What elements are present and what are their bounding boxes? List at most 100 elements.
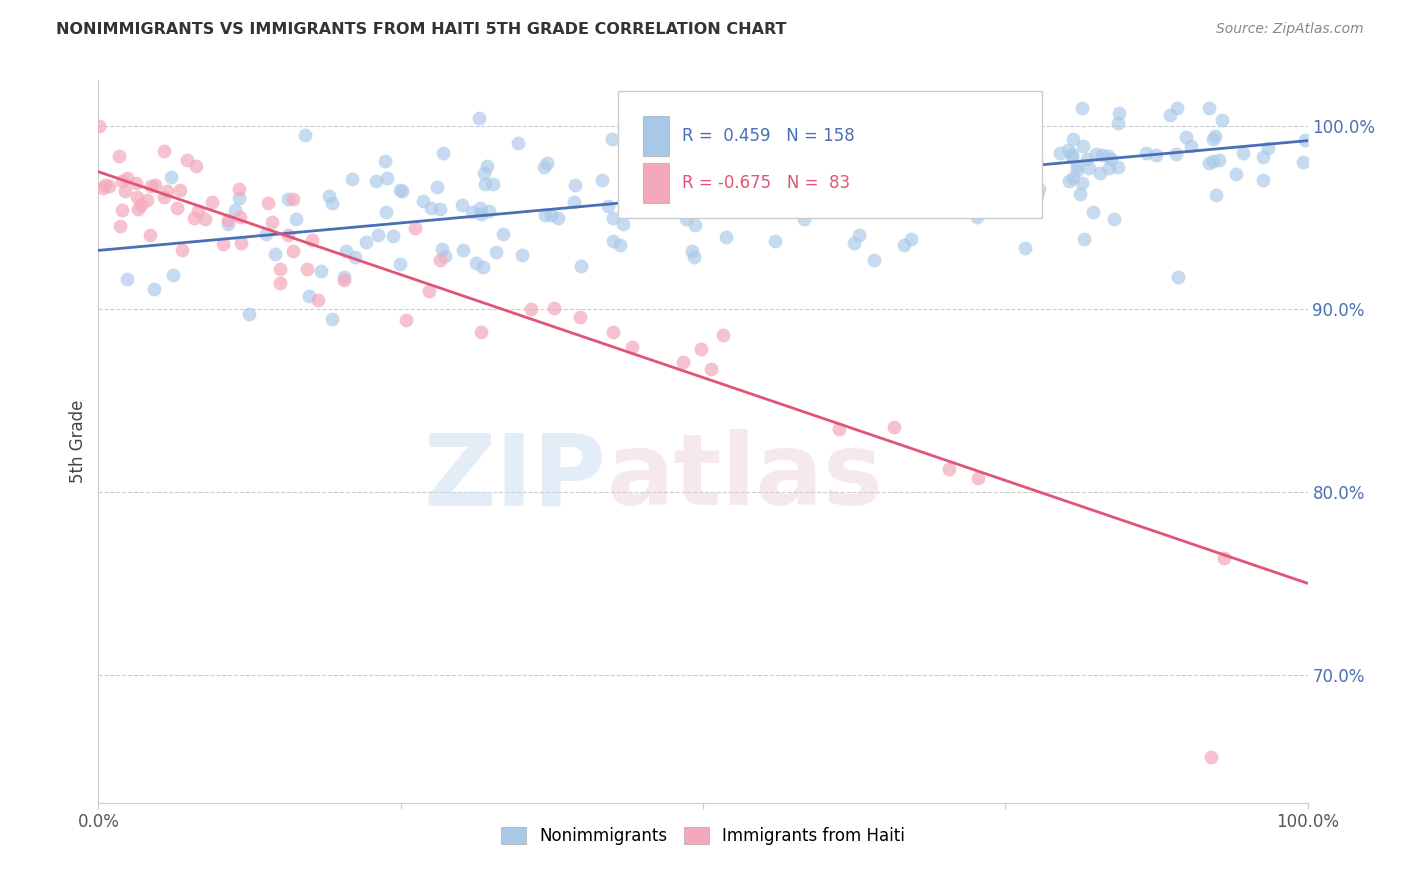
- Point: [472, 166, 495, 180]
- Point: [141, 178, 163, 193]
- Point: [894, 148, 917, 162]
- Point: [108, 149, 131, 163]
- Bar: [643, 163, 669, 203]
- Point: [87, 119, 110, 133]
- Point: [429, 253, 451, 268]
- Point: [201, 195, 224, 210]
- Point: [412, 194, 434, 208]
- Point: [429, 202, 451, 217]
- Point: [1201, 132, 1223, 146]
- Point: [381, 228, 404, 243]
- FancyBboxPatch shape: [619, 91, 1042, 218]
- Point: [404, 221, 426, 235]
- Point: [1166, 101, 1188, 115]
- Point: [224, 202, 246, 217]
- Point: [333, 273, 356, 287]
- Point: [375, 170, 398, 185]
- Point: [1062, 146, 1084, 161]
- Point: [1083, 205, 1105, 219]
- Point: [973, 152, 995, 166]
- Point: [704, 101, 727, 115]
- Point: [675, 211, 697, 226]
- Point: [1049, 146, 1071, 161]
- Point: [966, 211, 988, 225]
- Point: [1084, 147, 1107, 161]
- Point: [1025, 188, 1047, 202]
- Point: [470, 326, 492, 340]
- Point: [229, 235, 252, 250]
- Point: [1059, 173, 1081, 187]
- Point: [321, 312, 343, 326]
- Point: [460, 205, 482, 219]
- Point: [948, 191, 970, 205]
- Point: [1202, 153, 1225, 168]
- Point: [1232, 146, 1254, 161]
- Point: [257, 195, 280, 210]
- Point: [127, 202, 149, 217]
- Point: [1198, 156, 1220, 170]
- Point: [183, 211, 205, 226]
- Point: [1174, 129, 1197, 144]
- Point: [533, 208, 555, 222]
- Point: [172, 244, 194, 258]
- Point: [1066, 159, 1088, 173]
- Point: [115, 170, 138, 185]
- Text: R = -0.675   N =  83: R = -0.675 N = 83: [682, 174, 851, 192]
- Point: [612, 218, 634, 232]
- Point: [806, 163, 828, 178]
- Point: [540, 208, 562, 222]
- Point: [939, 137, 962, 152]
- Point: [682, 250, 704, 264]
- Text: R =  0.459   N = 158: R = 0.459 N = 158: [682, 127, 855, 145]
- Point: [127, 190, 149, 204]
- Point: [1062, 170, 1084, 185]
- Point: [938, 146, 960, 161]
- Point: [602, 211, 624, 226]
- Point: [432, 146, 454, 161]
- Point: [1073, 232, 1095, 246]
- Point: [228, 191, 250, 205]
- Point: [849, 202, 872, 217]
- Point: [375, 205, 398, 219]
- Point: [1212, 550, 1234, 565]
- Point: [367, 228, 389, 243]
- Point: [470, 207, 492, 221]
- Point: [111, 174, 134, 188]
- Point: [928, 190, 950, 204]
- Point: [1180, 139, 1202, 153]
- Point: [543, 301, 565, 315]
- Legend: Nonimmigrants, Immigrants from Haiti: Nonimmigrants, Immigrants from Haiti: [501, 827, 905, 845]
- Point: [468, 111, 491, 125]
- Point: [139, 228, 162, 243]
- Point: [468, 202, 491, 216]
- Point: [1108, 106, 1130, 120]
- Point: [307, 293, 329, 307]
- Point: [1066, 162, 1088, 177]
- Point: [700, 361, 723, 376]
- Point: [1078, 161, 1101, 176]
- Point: [596, 199, 619, 213]
- Point: [264, 246, 287, 260]
- Point: [1091, 148, 1114, 162]
- Point: [1253, 173, 1275, 187]
- Point: [745, 183, 768, 197]
- Point: [1225, 167, 1247, 181]
- Point: [927, 184, 949, 198]
- Point: [228, 182, 250, 196]
- Point: [748, 172, 770, 186]
- Point: [176, 153, 198, 168]
- Point: [814, 184, 837, 198]
- Point: [879, 203, 901, 218]
- Point: [187, 203, 209, 218]
- Point: [884, 158, 907, 172]
- Point: [834, 101, 856, 115]
- Point: [1292, 155, 1315, 169]
- Point: [115, 272, 138, 286]
- Point: [600, 132, 623, 146]
- Point: [609, 238, 631, 252]
- Point: [827, 422, 849, 436]
- Point: [672, 355, 695, 369]
- Point: [823, 200, 845, 214]
- Point: [184, 159, 207, 173]
- Point: [627, 146, 650, 161]
